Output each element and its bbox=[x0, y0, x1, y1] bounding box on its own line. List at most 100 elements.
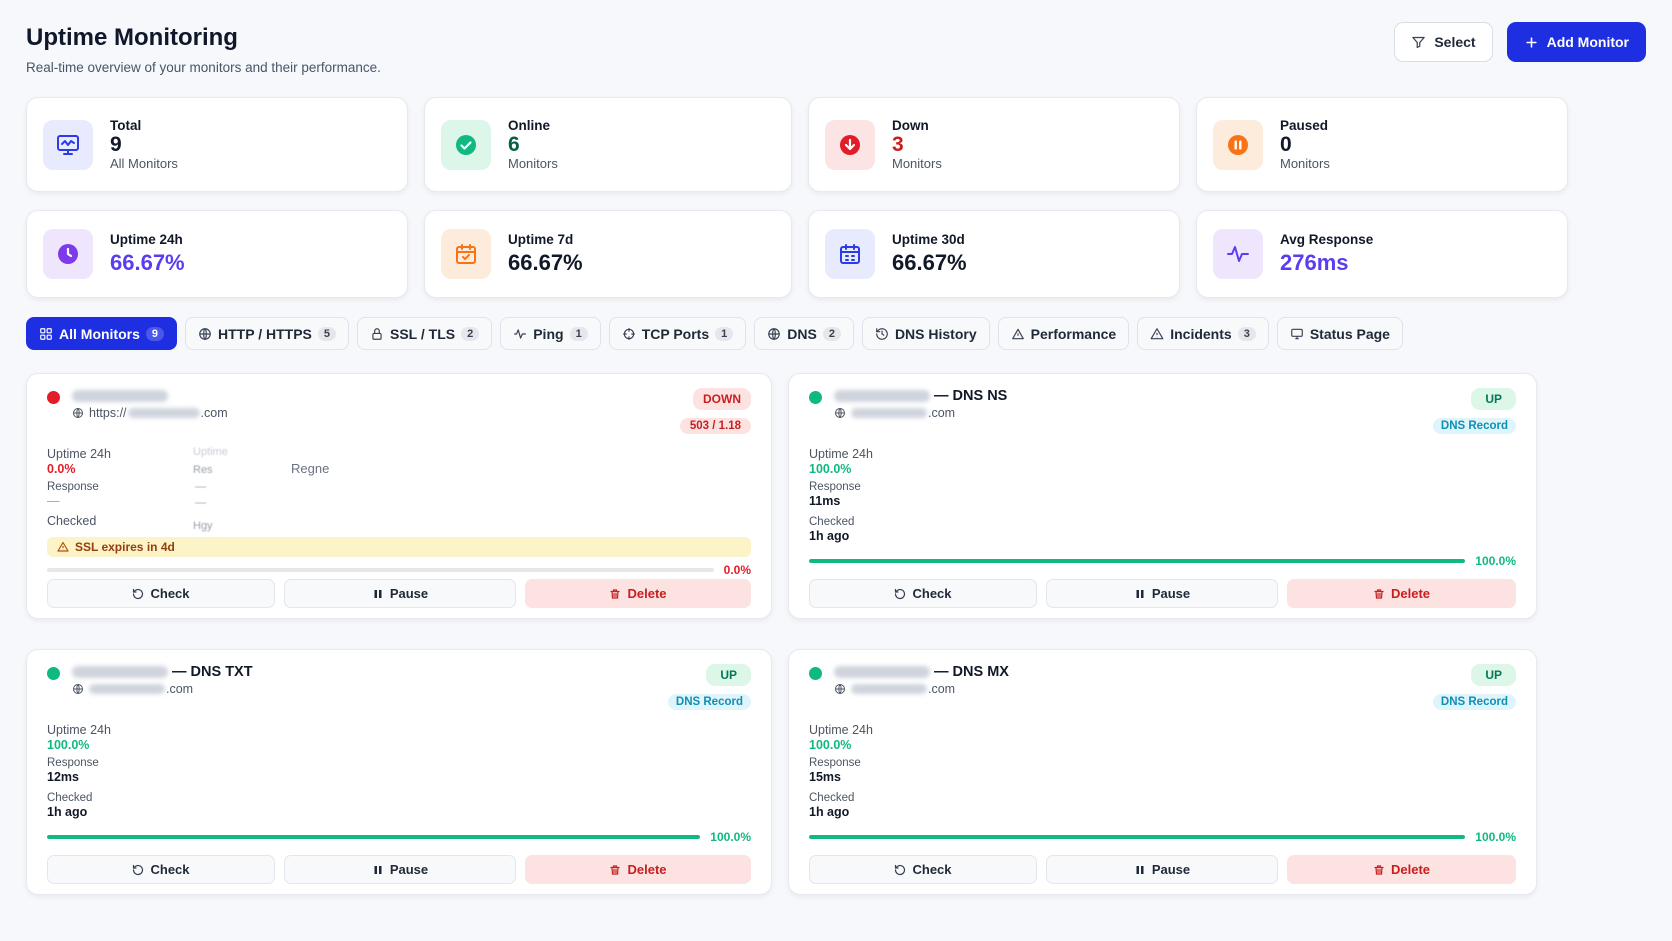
monitor-tabs: All Monitors 9 HTTP / HTTPS 5 SSL / TLS … bbox=[26, 317, 1646, 351]
status-badge: DOWN bbox=[693, 388, 751, 410]
activity-icon bbox=[514, 328, 527, 339]
refresh-icon bbox=[895, 864, 906, 875]
tab-tcp-ports[interactable]: TCP Ports 1 bbox=[608, 317, 747, 350]
history-icon bbox=[876, 327, 888, 340]
delete-button[interactable]: Delete bbox=[525, 855, 751, 884]
redacted-url bbox=[89, 684, 165, 694]
redacted-url bbox=[851, 684, 927, 694]
pause-icon bbox=[1136, 865, 1144, 874]
check-button[interactable]: Check bbox=[47, 855, 275, 884]
delete-button[interactable]: Delete bbox=[525, 579, 751, 608]
uptime-bar-fill bbox=[809, 835, 1466, 839]
stat-value: 9 bbox=[110, 132, 122, 156]
stat-card-down: Down 3 Monitors bbox=[808, 97, 1180, 192]
pause-button[interactable]: Pause bbox=[284, 855, 516, 884]
status-badge: UP bbox=[1471, 388, 1516, 410]
select-button[interactable]: Select bbox=[1394, 22, 1493, 62]
trash-icon bbox=[610, 864, 621, 875]
tab-ssl[interactable]: SSL / TLS 2 bbox=[357, 317, 493, 350]
check-button[interactable]: Check bbox=[809, 855, 1037, 884]
pause-icon bbox=[374, 865, 382, 874]
globe-icon bbox=[835, 684, 845, 694]
uptime-value: 100.0% bbox=[809, 462, 852, 476]
activity-icon bbox=[1213, 229, 1263, 279]
redacted-name bbox=[72, 390, 168, 403]
monitor-actions: Check Pause Delete bbox=[47, 855, 751, 884]
warning-icon bbox=[1150, 327, 1164, 339]
ghost-text: — bbox=[195, 497, 206, 509]
tab-label: DNS bbox=[787, 325, 817, 342]
tab-label: Incidents bbox=[1170, 325, 1232, 342]
checked-label: Checked bbox=[809, 516, 855, 528]
tab-performance[interactable]: Performance bbox=[997, 317, 1130, 350]
uptime-bar: 100.0% bbox=[809, 554, 1516, 568]
tab-label: Ping bbox=[533, 325, 564, 342]
add-monitor-button[interactable]: Add Monitor bbox=[1506, 22, 1646, 62]
checked-label: Checked bbox=[809, 792, 855, 804]
ssl-warning-text: SSL expires in 4d bbox=[75, 540, 175, 554]
stat-label: Online bbox=[508, 117, 551, 133]
delete-button[interactable]: Delete bbox=[1287, 579, 1516, 608]
response-label: Response bbox=[47, 757, 99, 769]
tab-incidents[interactable]: Incidents 3 bbox=[1137, 317, 1269, 350]
tab-label: Performance bbox=[1030, 325, 1117, 342]
gauge-icon bbox=[1011, 328, 1024, 339]
monitor-actions: Check Pause Delete bbox=[47, 579, 751, 608]
trash-icon bbox=[1374, 588, 1384, 599]
monitor-name[interactable]: — DNS NS bbox=[834, 388, 1007, 404]
check-button[interactable]: Check bbox=[47, 579, 275, 608]
tab-all-monitors[interactable]: All Monitors 9 bbox=[26, 317, 178, 350]
tab-ping[interactable]: Ping 1 bbox=[500, 317, 601, 350]
pause-button[interactable]: Pause bbox=[1046, 579, 1278, 608]
clock-icon bbox=[43, 229, 93, 279]
monitor-metrics: Uptime 24h 100.0% Response 15ms Checked … bbox=[809, 723, 1516, 819]
globe-icon bbox=[73, 684, 83, 694]
checked-value: 1h ago bbox=[809, 805, 850, 819]
calendar-icon bbox=[825, 229, 875, 279]
status-dot bbox=[809, 667, 822, 680]
status-badge: UP bbox=[1471, 664, 1516, 686]
uptime-label: Uptime 24h bbox=[809, 447, 873, 461]
filter-icon bbox=[1412, 36, 1426, 48]
uptime-bar-track bbox=[47, 835, 701, 839]
tab-dns[interactable]: DNS 2 bbox=[754, 317, 854, 350]
tab-label: HTTP / HTTPS bbox=[218, 325, 312, 342]
uptime-bar-track bbox=[809, 835, 1466, 839]
uptime-bar-fill bbox=[809, 559, 1466, 563]
stat-label: Uptime 7d bbox=[508, 232, 574, 248]
tab-count: 1 bbox=[569, 326, 588, 341]
ghost-text: Regne bbox=[291, 461, 330, 476]
stat-value: 66.67% bbox=[110, 250, 185, 276]
uptime-bar-percent: 100.0% bbox=[1475, 554, 1516, 568]
monitor-name[interactable] bbox=[72, 388, 168, 404]
tab-http[interactable]: HTTP / HTTPS 5 bbox=[185, 317, 349, 350]
tab-dns-history[interactable]: DNS History bbox=[861, 317, 990, 350]
pause-button[interactable]: Pause bbox=[284, 579, 516, 608]
stat-sub: All Monitors bbox=[110, 156, 178, 172]
refresh-icon bbox=[895, 588, 906, 599]
uptime-label: Uptime 24h bbox=[47, 723, 111, 737]
stat-label: Uptime 24h bbox=[110, 232, 183, 248]
stat-card-paused: Paused 0 Monitors bbox=[1196, 97, 1568, 192]
redacted-name bbox=[72, 666, 168, 679]
monitor-name[interactable]: — DNS MX bbox=[834, 664, 1009, 680]
stat-value: 6 bbox=[508, 132, 520, 156]
tab-status-page[interactable]: Status Page bbox=[1276, 317, 1403, 350]
refresh-icon bbox=[133, 588, 144, 599]
ghost-text: — bbox=[195, 481, 206, 493]
monitor-actions: Check Pause Delete bbox=[809, 579, 1516, 608]
pause-button[interactable]: Pause bbox=[1046, 855, 1278, 884]
monitor-name[interactable]: — DNS TXT bbox=[72, 664, 253, 680]
monitor-url: .com bbox=[834, 406, 1007, 420]
delete-button[interactable]: Delete bbox=[1287, 855, 1516, 884]
monitor-url: .com bbox=[72, 682, 253, 696]
type-badge: DNS Record bbox=[667, 694, 751, 710]
stat-sub: Monitors bbox=[892, 156, 942, 172]
globe-icon bbox=[835, 408, 845, 418]
ssl-warning: SSL expires in 4d bbox=[47, 537, 751, 557]
redacted-name bbox=[834, 666, 930, 679]
monitor-card: https:// .com DOWN 503 / 1.18 Uptime 24h … bbox=[26, 373, 772, 619]
check-button[interactable]: Check bbox=[809, 579, 1037, 608]
uptime-value: 100.0% bbox=[47, 738, 90, 752]
